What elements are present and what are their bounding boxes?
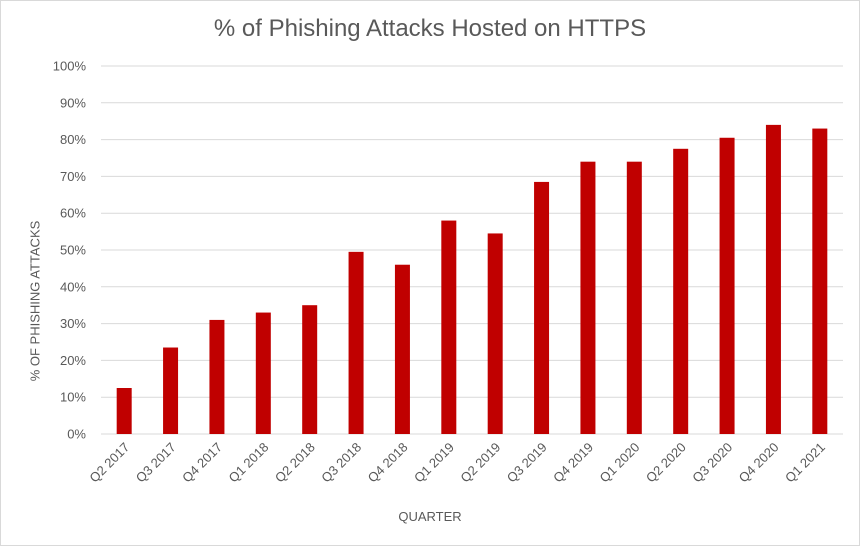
- y-tick-label: 100%: [53, 59, 87, 74]
- chart-title: % of Phishing Attacks Hosted on HTTPS: [213, 15, 647, 42]
- x-tick-label: Q1 2019: [411, 440, 457, 486]
- bar: [255, 312, 271, 434]
- y-tick-label: 80%: [60, 132, 86, 147]
- x-tick-label: Q1 2020: [597, 440, 643, 486]
- x-tick-label: Q4 2018: [365, 440, 411, 486]
- gridlines: [101, 65, 843, 435]
- bar: [719, 137, 735, 434]
- y-tick-label: 60%: [60, 206, 86, 221]
- bar: [116, 388, 132, 434]
- y-tick-label: 10%: [60, 390, 86, 405]
- x-tick-label: Q3 2018: [318, 440, 364, 486]
- bar: [348, 251, 364, 434]
- bar: [302, 305, 318, 434]
- x-tick-label: Q1 2021: [782, 440, 828, 486]
- y-tick-label: 90%: [60, 95, 86, 110]
- x-tick-label: Q2 2017: [86, 440, 132, 486]
- bar: [534, 181, 550, 434]
- x-tick-label: Q4 2019: [550, 440, 596, 486]
- x-tick-label: Q4 2020: [736, 440, 782, 486]
- y-tick-label: 0%: [67, 427, 86, 442]
- bar: [163, 347, 179, 434]
- bar: [209, 319, 225, 434]
- bar: [673, 148, 689, 435]
- bar: [394, 264, 410, 434]
- x-tick-label: Q3 2019: [504, 440, 550, 486]
- y-tick-label: 40%: [60, 279, 86, 294]
- bars: [116, 124, 828, 435]
- x-tick-label: Q2 2019: [457, 440, 503, 486]
- bar: [487, 233, 503, 434]
- x-tick-labels: Q2 2017 Q3 2017 Q4 2017 Q1 2018 Q2 2018 Q3 20…: [86, 440, 827, 486]
- y-tick-label: 20%: [60, 353, 86, 368]
- x-tick-label: Q2 2018: [272, 440, 318, 486]
- x-tick-label: Q3 2017: [133, 440, 179, 486]
- bar: [765, 124, 781, 434]
- bar: [441, 220, 457, 434]
- x-tick-label: Q3 2020: [689, 440, 735, 486]
- x-tick-label: Q1 2018: [226, 440, 272, 486]
- bar: [812, 128, 828, 434]
- x-tick-label: Q2 2020: [643, 440, 689, 486]
- y-tick-label: 70%: [60, 169, 86, 184]
- bar: [626, 161, 642, 434]
- bar: [580, 161, 596, 434]
- y-tick-labels: 0% 10% 20% 30% 40% 50% 60% 70% 80% 90% 100%: [53, 59, 87, 442]
- y-tick-label: 50%: [60, 243, 86, 258]
- y-tick-label: 30%: [60, 316, 86, 331]
- x-axis-label: QUARTER: [398, 509, 462, 524]
- x-tick-label: Q4 2017: [179, 440, 225, 486]
